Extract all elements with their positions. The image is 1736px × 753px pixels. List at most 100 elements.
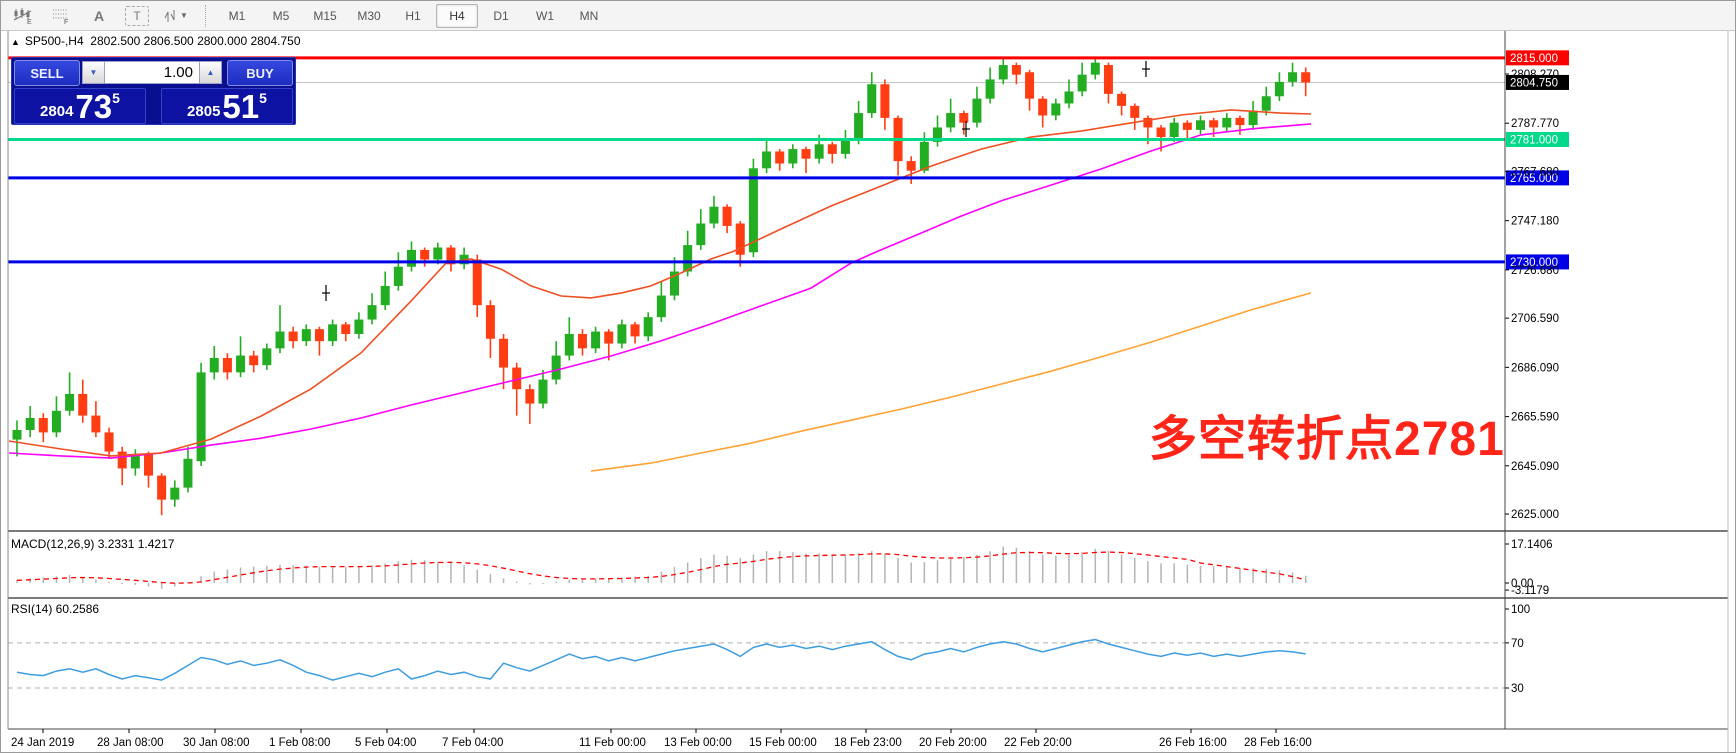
rsi-line [16, 638, 1306, 681]
chart-plot-area[interactable] [8, 30, 1505, 729]
candle-body [919, 141, 929, 171]
candle-body [420, 249, 430, 260]
candle-body [1169, 122, 1179, 138]
candle-body [78, 393, 88, 416]
volume-input[interactable]: 1.00 [105, 61, 199, 84]
candle-body [12, 429, 22, 440]
sell-button[interactable]: SELL [14, 60, 80, 86]
price-axis-label: 2665.590 [1511, 412, 1559, 424]
candle-body [1103, 65, 1113, 94]
grid-f-glyph: F [53, 9, 68, 25]
buy-price-cell[interactable]: 2805 51 5 [161, 88, 293, 124]
price-level-badge [1506, 50, 1569, 66]
candle-body [670, 271, 679, 296]
candle-body [341, 324, 351, 334]
timeframe-button-h4[interactable]: H4 [436, 3, 478, 28]
timeframe-button-m1[interactable]: M1 [228, 8, 246, 23]
price-axis-label: 2767.680 [1511, 166, 1559, 178]
candle-body [485, 305, 495, 339]
timeframe-button-h1[interactable]: H1 [405, 8, 421, 23]
timeframe-button-d1[interactable]: D1 [493, 8, 509, 23]
candle-body [617, 324, 627, 344]
chart-text-annotation[interactable]: 多空转折点2781 [1149, 413, 1505, 466]
candle-body [130, 454, 140, 469]
candle-body [288, 331, 298, 342]
buy-price-prefix: 2805 [187, 103, 221, 120]
candle-body [525, 389, 535, 404]
candle-body [209, 357, 219, 373]
candle-body [499, 338, 509, 368]
candle-body [1130, 105, 1140, 118]
candle-body [748, 168, 758, 253]
candle-body [354, 319, 364, 334]
candle-body [762, 151, 772, 169]
candle-body [604, 331, 614, 344]
candle-body [656, 295, 666, 318]
candle-body [1196, 120, 1205, 130]
candle-body [1077, 74, 1087, 92]
timeframe-button-m30[interactable]: M30 [357, 8, 381, 23]
buy-price-big: 51 [222, 88, 260, 125]
grid-f-icon[interactable]: F [45, 3, 77, 29]
price-axis-label: 2787.770 [1511, 118, 1559, 130]
volume-decrease-button[interactable]: ▼ [82, 61, 105, 84]
buy-button[interactable]: BUY [227, 60, 293, 86]
candle-body [1025, 72, 1035, 99]
time-axis-label: 30 Jan 08:00 [183, 737, 250, 749]
candle-body [275, 331, 285, 349]
candle-body [1235, 117, 1245, 126]
candle-body [249, 355, 259, 366]
slow-ma-orange-line[interactable] [590, 292, 1312, 472]
sell-price-cell[interactable]: 2804 73 5 [14, 88, 146, 124]
timeframe-button-w1[interactable]: W1 [536, 8, 554, 23]
font-a-icon[interactable]: A [93, 7, 105, 24]
candle-body [551, 355, 561, 380]
candle-body [788, 149, 798, 164]
price-axis[interactable] [1505, 30, 1575, 729]
candle-body [196, 372, 206, 462]
price-level-badge [1506, 170, 1569, 186]
candle-body [144, 454, 153, 476]
candle-body [314, 329, 324, 342]
candle-body [1209, 120, 1219, 128]
rsi-axis-label: 70 [1511, 638, 1524, 650]
candle-body [117, 451, 127, 469]
candle-body [577, 333, 587, 349]
candle-body [998, 65, 1008, 80]
candle-body [183, 458, 193, 488]
time-axis-label: 20 Feb 20:00 [919, 737, 987, 749]
candle-body [696, 223, 706, 246]
candle-body [933, 127, 942, 142]
expert-chart-icon[interactable]: E [7, 3, 39, 29]
candle-body [407, 249, 416, 267]
candle-body [643, 317, 653, 337]
textbox-t-icon[interactable]: T [125, 5, 149, 26]
candle-body [591, 331, 601, 349]
candle-body [1261, 96, 1271, 111]
rsi-axis-label: 100 [1511, 604, 1530, 616]
price-axis-label: 2645.090 [1511, 461, 1559, 473]
timeframe-button-mn[interactable]: MN [579, 8, 599, 23]
timeframe-buttons: M1 M5 M15 M30 H1 H4 D1 W1 MN [215, 3, 611, 28]
price-axis-label: 2747.180 [1511, 216, 1559, 228]
volume-increase-button[interactable]: ▲ [199, 61, 222, 84]
candle-body [827, 144, 837, 154]
candle-body [959, 113, 969, 123]
toolbar-separator [205, 4, 207, 27]
candle-body [512, 367, 522, 390]
timeframe-button-m5[interactable]: M5 [272, 8, 290, 23]
candle-body [1182, 122, 1192, 130]
one-click-trade-panel: SELL ▼ 1.00 ▲ BUY 2804 73 5 2805 51 5 [11, 57, 296, 125]
price-axis-label: 2726.680 [1511, 265, 1559, 277]
candle-body [1064, 91, 1074, 104]
trade-panel-row: SELL ▼ 1.00 ▲ BUY [12, 58, 295, 86]
arrows-dropdown-icon[interactable]: ▼ [155, 3, 195, 29]
candle-body [446, 247, 456, 265]
macd-axis-label: 0.00 [1511, 578, 1533, 590]
candle-body [1301, 72, 1311, 83]
timeframe-button-m15[interactable]: M15 [313, 8, 337, 23]
fast-ma-red-line[interactable] [8, 109, 1312, 457]
collapse-ohlc-icon[interactable]: ▲ [11, 37, 20, 47]
candle-body [328, 324, 338, 342]
